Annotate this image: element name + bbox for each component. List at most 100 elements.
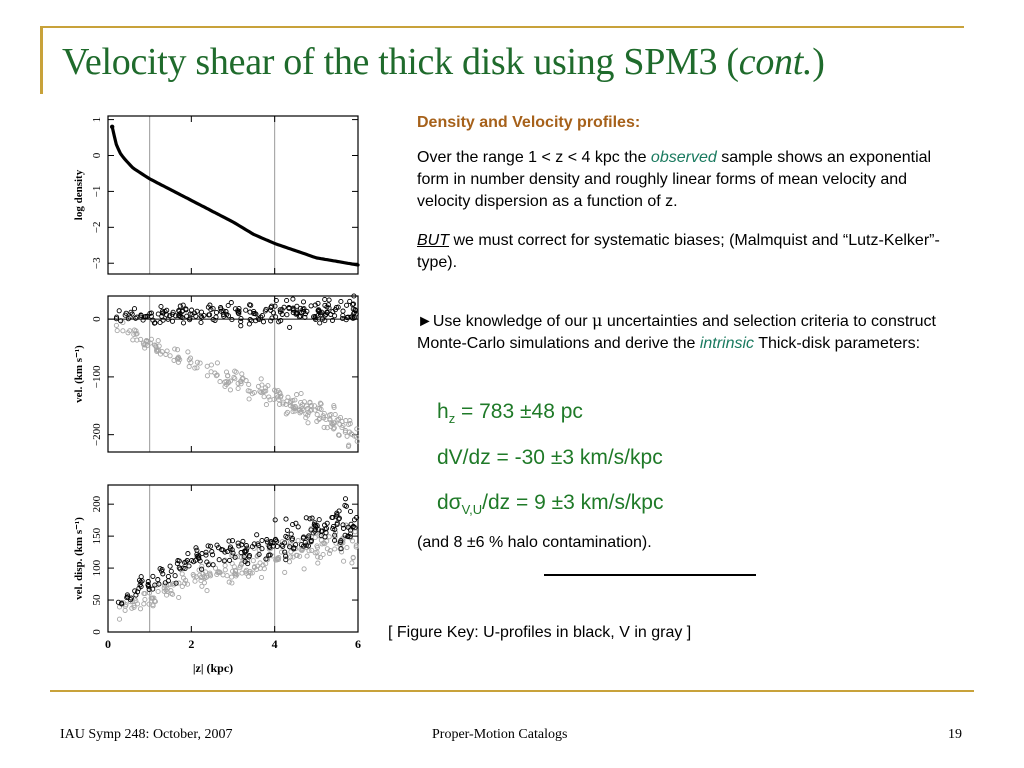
data-point-u: [127, 314, 133, 320]
data-point-v: [229, 574, 235, 580]
data-point-u: [282, 549, 288, 555]
data-point-u: [344, 302, 350, 308]
data-point-u: [179, 315, 185, 321]
data-point-v: [337, 421, 343, 427]
data-point-v: [138, 336, 144, 342]
data-point-v: [246, 381, 252, 388]
data-point-v: [194, 359, 200, 365]
data-point-v: [352, 529, 358, 535]
data-point-v: [234, 571, 240, 577]
data-point-v: [347, 418, 353, 424]
data-point-v: [292, 405, 299, 411]
data-point-v: [181, 575, 187, 581]
data-point-v: [208, 362, 214, 368]
data-point-v: [332, 411, 338, 418]
data-point-u: [342, 532, 348, 538]
data-point-v: [350, 554, 356, 560]
data-point-v: [276, 401, 283, 407]
data-point-v: [309, 547, 315, 553]
data-point-v: [301, 399, 307, 405]
data-point-v: [304, 553, 310, 559]
data-point-u: [208, 307, 214, 313]
data-point-v: [213, 373, 219, 379]
data-point-v: [321, 424, 327, 430]
data-point-u: [248, 302, 254, 308]
data-point-u: [272, 537, 278, 543]
data-point-v: [245, 388, 251, 394]
data-point-u: [336, 516, 342, 522]
data-point-u: [259, 546, 265, 552]
data-point-v: [199, 583, 205, 589]
data-point-v: [172, 346, 178, 352]
accent-bar-bottom: [50, 690, 974, 692]
data-point-v: [125, 330, 131, 336]
data-point-v: [225, 380, 231, 386]
data-point-u: [325, 302, 331, 308]
y-axis-label: vel. (km s⁻¹): [73, 345, 85, 403]
data-point-u: [227, 557, 233, 563]
data-point-u: [155, 577, 161, 583]
data-point-v: [222, 562, 228, 569]
data-point-v: [312, 534, 318, 541]
series-u: [113, 293, 359, 330]
data-point-v: [340, 423, 346, 429]
data-point-u: [269, 303, 275, 309]
data-point-v: [286, 559, 293, 565]
data-point-u: [350, 523, 356, 529]
data-point-v: [311, 403, 317, 409]
y-tick-label: 1: [91, 117, 103, 123]
data-point-v: [212, 565, 219, 571]
data-point-v: [257, 560, 263, 566]
data-point-v: [142, 596, 148, 603]
data-point-v: [227, 387, 233, 393]
data-point-u: [347, 508, 354, 515]
data-point-v: [353, 544, 359, 550]
data-point-v: [191, 573, 197, 579]
data-point-u: [160, 317, 166, 323]
data-point-u: [113, 316, 119, 322]
data-point-v: [186, 364, 192, 370]
data-point-u: [225, 313, 232, 319]
data-point-v: [319, 541, 325, 547]
data-point-v: [274, 555, 281, 561]
data-point-v: [250, 558, 256, 564]
data-point-u: [236, 305, 242, 312]
data-point-v: [222, 567, 228, 573]
data-point-v: [239, 570, 245, 576]
data-point-u: [352, 307, 358, 313]
data-point-v: [271, 396, 277, 402]
data-point-v: [263, 402, 269, 408]
data-point-v: [275, 394, 281, 400]
data-point-v: [157, 351, 164, 357]
data-point-u: [279, 542, 285, 548]
y-tick-label: −2: [91, 221, 103, 233]
data-point-u: [345, 524, 351, 530]
data-point-u: [267, 544, 273, 551]
y-tick-label: 0: [91, 152, 103, 158]
data-point-v: [200, 571, 206, 577]
data-point-u: [284, 297, 290, 304]
data-point-u: [249, 544, 255, 550]
data-point-u: [158, 303, 164, 310]
data-point-v: [167, 353, 173, 359]
x-axis-label: |z| (kpc): [193, 661, 233, 675]
data-point-v: [214, 360, 220, 366]
data-point-v: [204, 363, 210, 369]
data-point-v: [174, 347, 181, 353]
data-point-v: [312, 550, 318, 556]
data-point-v: [207, 570, 213, 576]
data-point-u: [220, 311, 226, 317]
data-point-v: [287, 400, 293, 406]
data-point-v: [317, 406, 323, 412]
data-point-v: [224, 573, 230, 579]
data-point-u: [210, 552, 216, 558]
data-point-u: [322, 534, 328, 540]
data-point-v: [297, 410, 303, 416]
data-point-v: [285, 394, 291, 400]
param-dvdz: dV/dz = -30 ±3 km/s/kpc: [437, 446, 663, 469]
data-point-v: [243, 378, 249, 384]
data-point-v: [324, 425, 330, 431]
y-tick-label: −100: [91, 365, 103, 388]
accent-bar-vertical: [40, 26, 43, 94]
data-point-v: [131, 327, 137, 333]
